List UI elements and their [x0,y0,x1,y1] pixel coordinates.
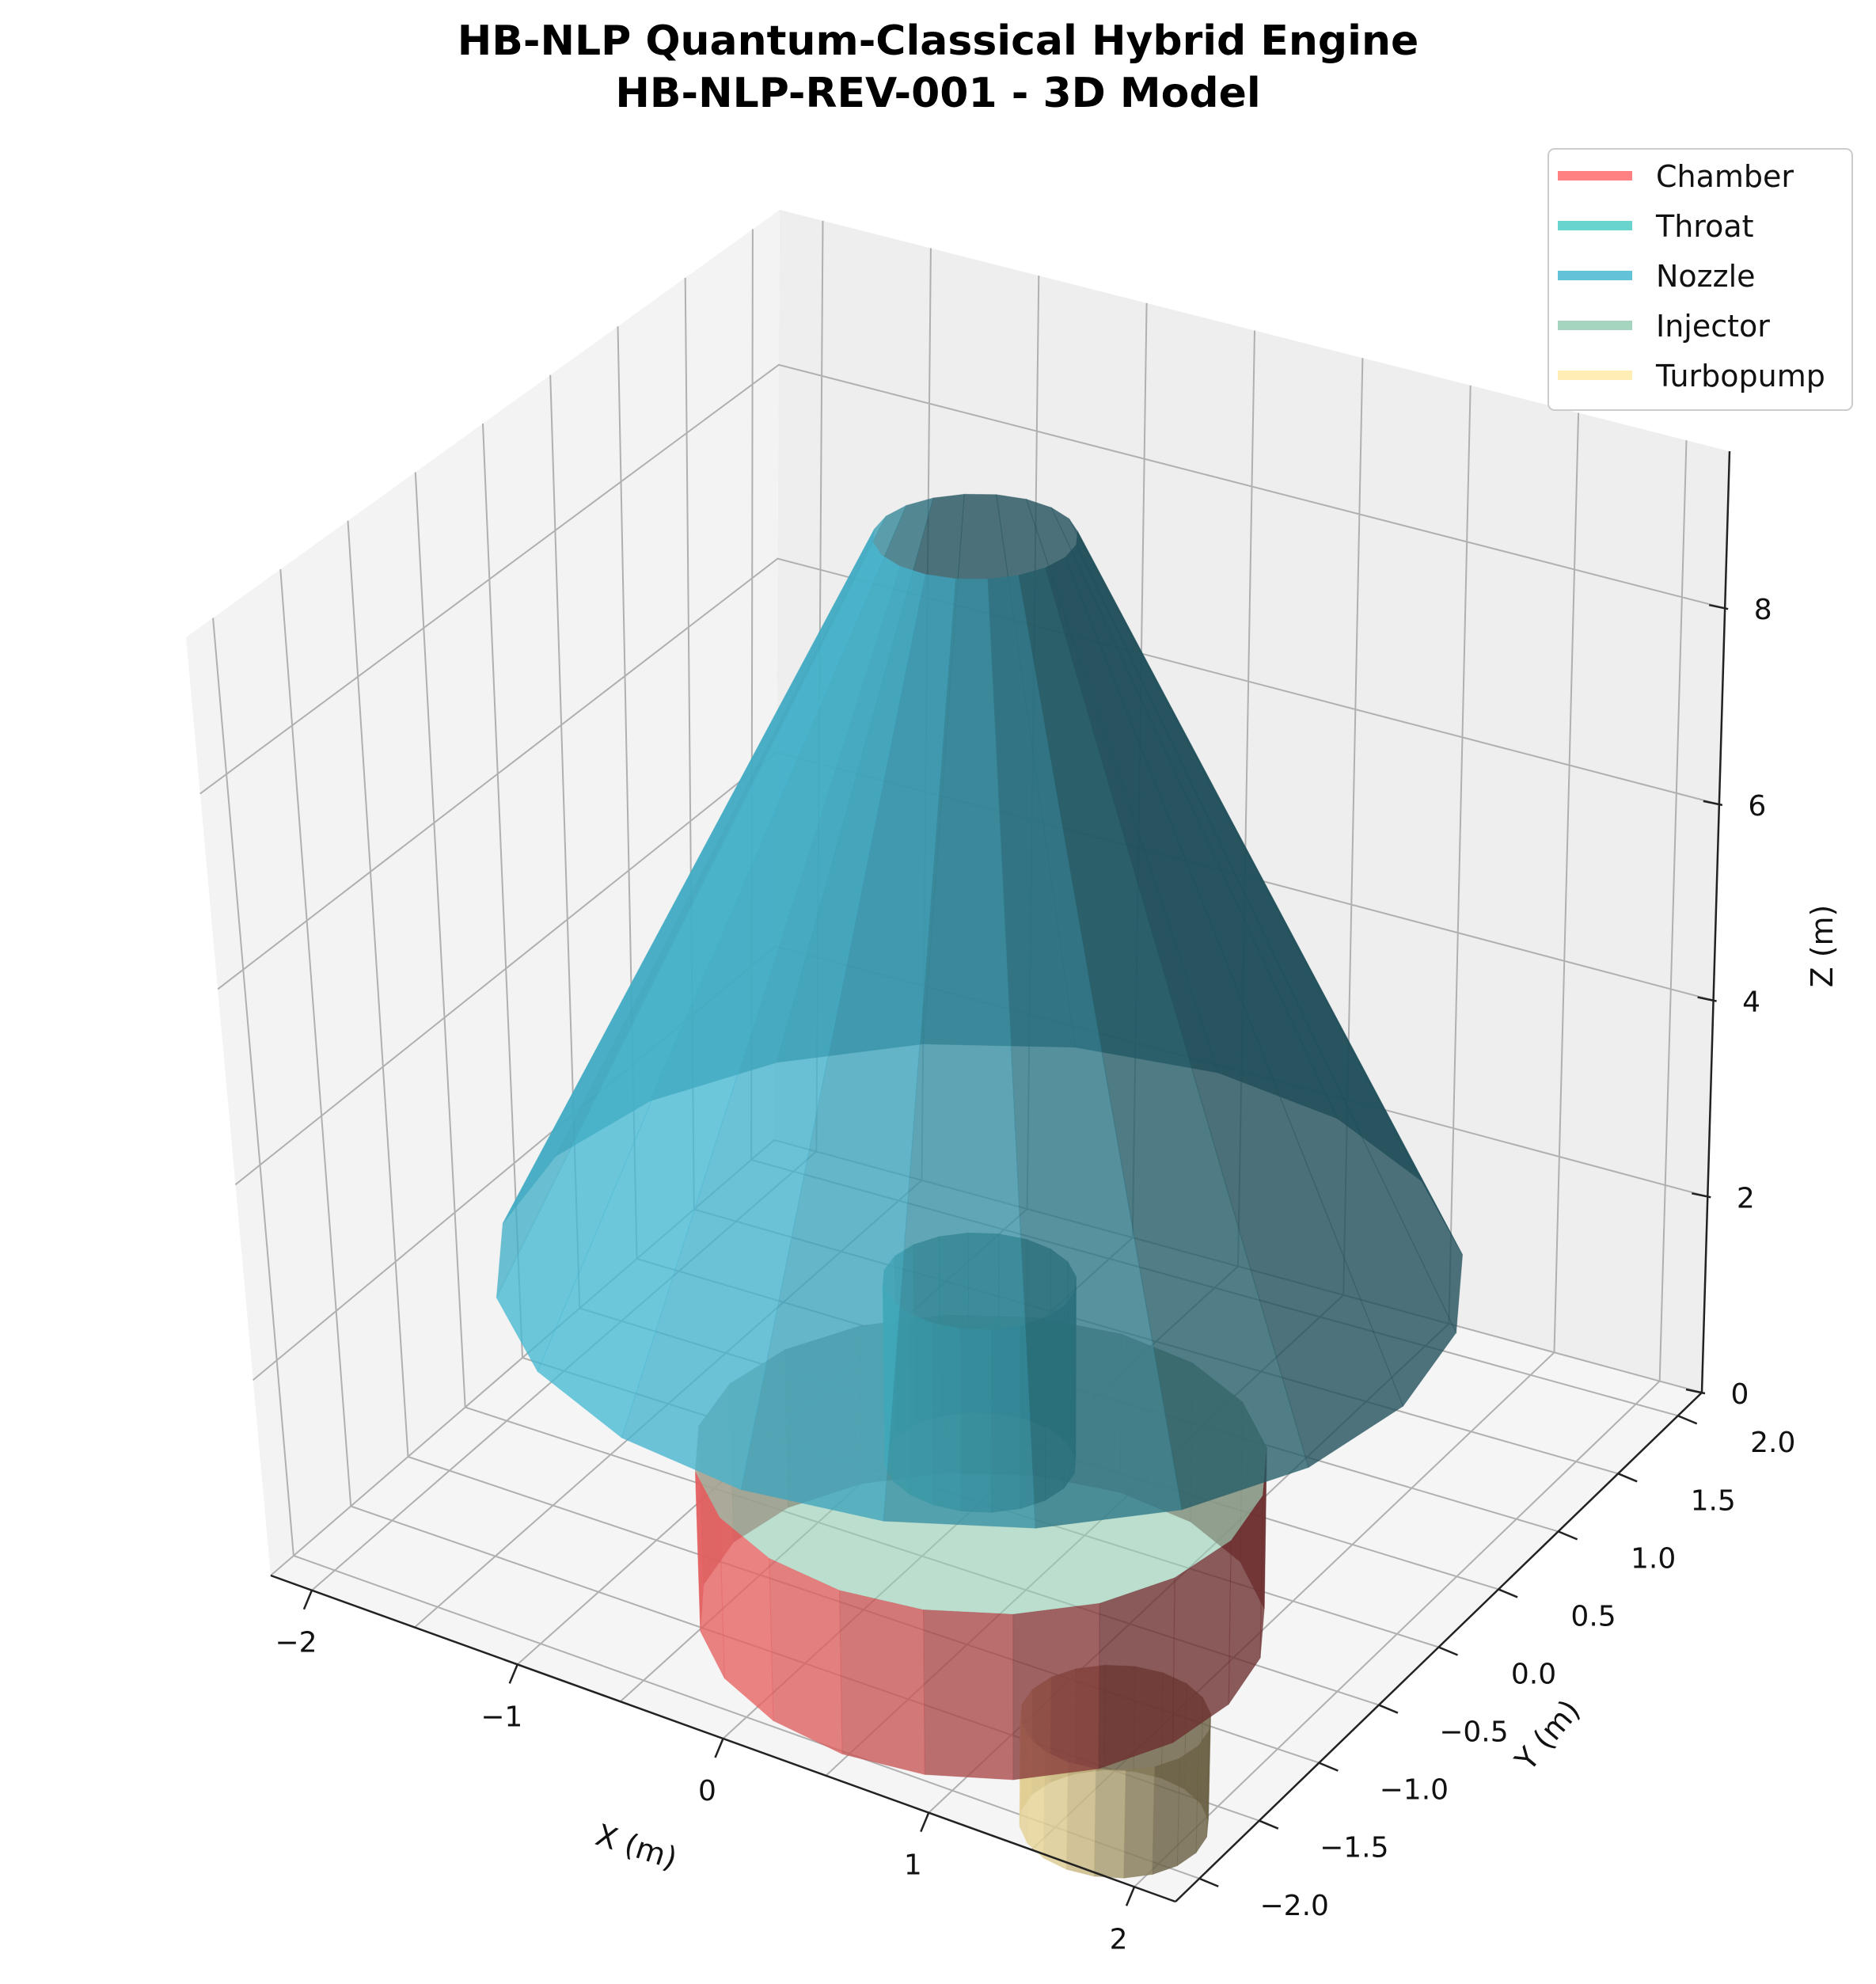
chart-subtitle: HB-NLP-REV-001 - 3D Model [615,70,1261,117]
y-tick-label: 1.5 [1691,1484,1736,1517]
z-tick [1685,1388,1706,1395]
x-tick [920,1812,930,1833]
turbopump-facet [1152,1758,1180,1876]
y-tick-label: −1.0 [1380,1774,1449,1807]
x-tick-label: 0 [698,1775,716,1807]
y-tick [1677,1415,1698,1425]
x-axis-label: X (m) [591,1818,681,1876]
x-tick-label: 2 [1110,1923,1128,1955]
legend[interactable]: Chamber Throat Nozzle Injector Turbopump [1548,148,1853,411]
z-tick [1692,1192,1711,1199]
y-tick-label: −0.5 [1439,1716,1508,1749]
legend-label-chamber: Chamber [1656,159,1794,194]
y-tick [1198,1877,1219,1887]
gridline-z [217,557,1720,990]
x-tick-label: 1 [904,1849,922,1882]
y-tick-label: 0.5 [1570,1600,1616,1632]
x-tick [302,1590,313,1610]
z-tick [1703,800,1723,807]
z-tick-label: 8 [1754,594,1772,626]
y-axis-label: Y (m) [1508,1693,1587,1777]
y-tick [1617,1473,1638,1483]
turbopump-facet [1065,1762,1096,1877]
y-tick-label: 2.0 [1750,1427,1795,1459]
nozzle-surface [496,493,1464,1529]
nozzle-facet [496,542,883,1373]
nozzle-facet [1018,567,1309,1511]
x-tick-label: −2 [275,1627,317,1659]
z-tick [1697,996,1717,1002]
y-tick-label: 1.0 [1631,1542,1676,1575]
legend-label-turbopump: Turbopump [1655,359,1825,393]
nozzle-facet [1076,530,1464,1335]
chamber-facet [1098,1577,1175,1769]
y-tick-label: −2.0 [1260,1890,1329,1922]
turbopump-facet [1176,1745,1199,1867]
chamber-facet [1012,1602,1100,1781]
nozzle-facet [883,578,1036,1529]
y-tick [1318,1762,1339,1772]
legend-label-injector: Injector [1656,309,1770,344]
y-tick [1378,1704,1399,1714]
x-tick-label: −1 [480,1701,522,1733]
turbopump-facet [1123,1766,1156,1879]
y-tick [1259,1819,1279,1830]
x-tick [1125,1886,1136,1906]
z-axis-label: Z (m) [1805,905,1840,988]
engine-model [496,493,1464,1879]
z-tick-label: 2 [1737,1182,1755,1214]
y-tick-label: 0.0 [1511,1659,1556,1691]
z-tick [1708,603,1729,610]
legend-label-nozzle: Nozzle [1656,259,1756,294]
axis-ticks: −2−1012−2.0−1.5−1.0−0.50.00.51.01.52.002… [275,594,1795,1955]
turbopump-facet [1093,1768,1126,1879]
turbopump-facet [1195,1728,1210,1854]
z-tick-label: 4 [1742,986,1760,1019]
y-tick-label: −1.5 [1320,1832,1388,1864]
y-tick [1438,1646,1458,1656]
z-tick-label: 6 [1748,790,1766,823]
nozzle-facet [1045,557,1404,1469]
gridline-z [199,363,1726,795]
x-tick [714,1738,724,1758]
nozzle-facet [537,554,900,1439]
z-tick-label: 0 [1731,1378,1749,1411]
y-tick [1558,1530,1578,1541]
chamber-facet [838,1590,925,1776]
y-tick [1498,1588,1518,1598]
legend-frame [1548,148,1853,411]
x-tick [508,1663,518,1684]
chamber-facet [922,1609,1014,1781]
chart-title: HB-NLP Quantum-Classical Hybrid Engine [457,17,1419,65]
legend-label-throat: Throat [1655,209,1754,244]
